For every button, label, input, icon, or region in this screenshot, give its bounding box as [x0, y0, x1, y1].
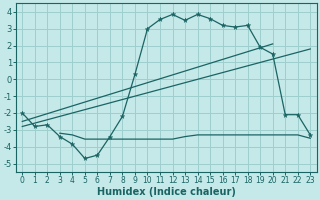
X-axis label: Humidex (Indice chaleur): Humidex (Indice chaleur) [97, 187, 236, 197]
